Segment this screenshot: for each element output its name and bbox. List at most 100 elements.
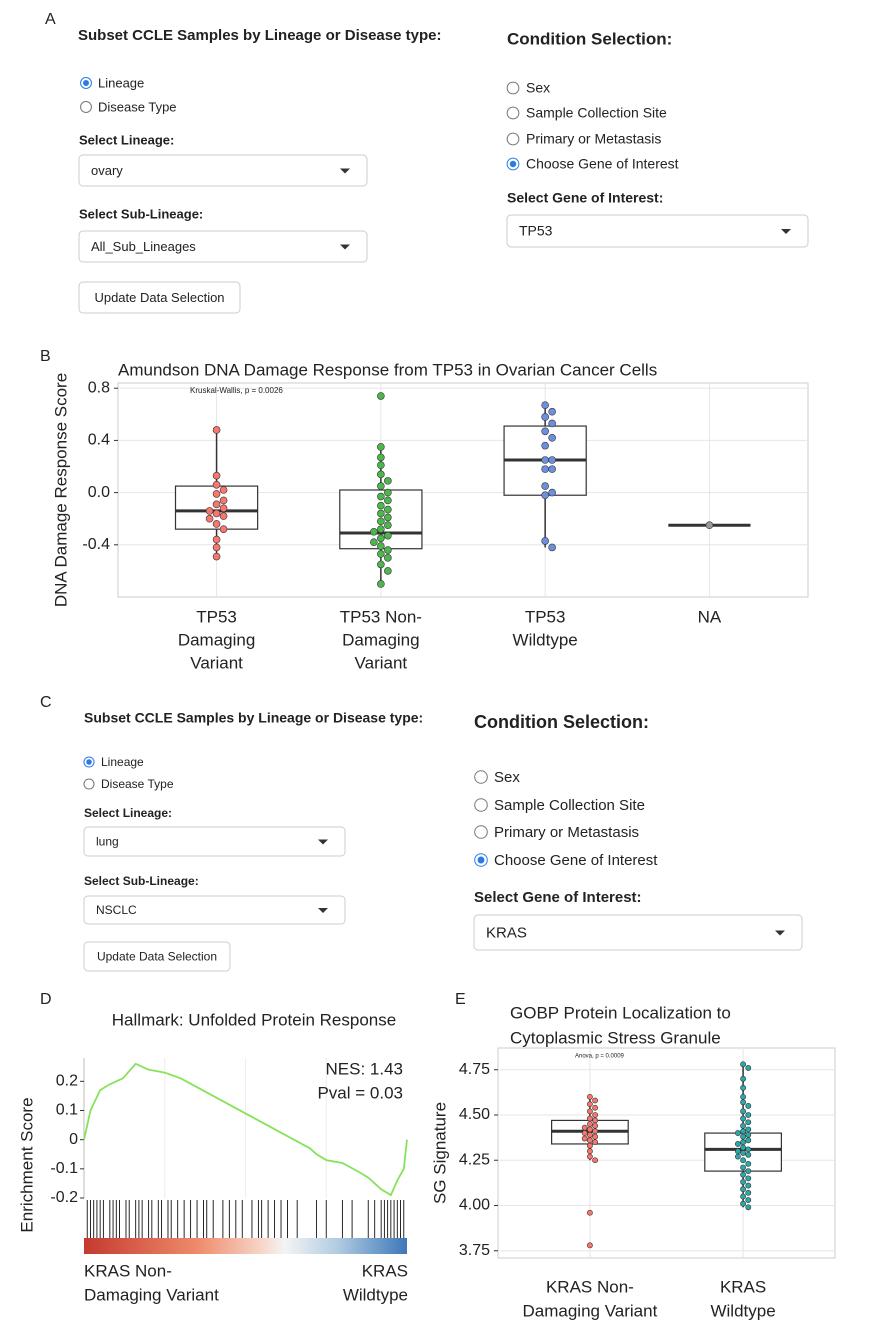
- data-point: [745, 1103, 752, 1109]
- data-point: [592, 1117, 599, 1124]
- dropdown[interactable]: [506, 214, 809, 248]
- x-label: Wildtype: [343, 1285, 408, 1304]
- radio-button[interactable]: [506, 81, 520, 95]
- dropdown-value: NSCLC: [96, 903, 137, 917]
- data-point: [548, 407, 556, 416]
- radio-label: Primary or Metastasis: [526, 131, 661, 147]
- dropdown-arrow: [318, 908, 328, 913]
- panel-label: B: [40, 348, 51, 365]
- annotation: Kruskal-Wallis, p = 0.0026: [190, 386, 283, 395]
- radio-label: Disease Type: [101, 777, 174, 791]
- data-point: [377, 525, 385, 533]
- field-label: Select Sub-Lineage:: [84, 874, 199, 888]
- data-point: [377, 392, 385, 400]
- data-point: [212, 500, 221, 509]
- x-label: Damaging Variant: [84, 1285, 219, 1304]
- data-point: [740, 1122, 746, 1129]
- dropdown-value: All_Sub_Lineages: [91, 239, 196, 254]
- data-point: [740, 1200, 746, 1207]
- y-tick-label: 0.0: [88, 484, 110, 501]
- data-point: [587, 1153, 593, 1160]
- panel-label: C: [40, 694, 52, 711]
- data-point: [740, 1099, 746, 1106]
- data-point: [745, 1204, 752, 1211]
- dropdown-arrow: [340, 168, 350, 174]
- data-point: [587, 1209, 593, 1216]
- data-point: [740, 1171, 746, 1178]
- data-point: [384, 477, 392, 485]
- radio-button[interactable]: [474, 770, 488, 784]
- data-point: [212, 509, 221, 518]
- data-point: [740, 1144, 746, 1151]
- data-point: [205, 507, 214, 515]
- plot-area: [497, 1047, 836, 1259]
- data-point: [541, 401, 549, 409]
- dropdown[interactable]: [473, 914, 803, 951]
- dropdown[interactable]: [78, 230, 368, 263]
- radio-button[interactable]: [506, 132, 520, 146]
- data-point: [592, 1139, 599, 1146]
- data-point: [205, 514, 214, 523]
- dropdown[interactable]: [83, 895, 346, 925]
- data-point: [587, 1148, 593, 1155]
- data-point: [740, 1150, 746, 1156]
- radio-button[interactable]: [474, 825, 488, 839]
- data-point: [740, 1186, 746, 1193]
- x-tick-label: Wildtype: [710, 1301, 775, 1320]
- panel-label: A: [45, 11, 56, 28]
- y-axis-label: DNA Damage Response Score: [51, 373, 70, 607]
- data-point: [548, 434, 556, 442]
- data-point: [581, 1124, 588, 1131]
- button[interactable]: [78, 281, 241, 314]
- field-label: Select Lineage:: [84, 806, 172, 820]
- y-axis-label: SG Signature: [430, 1102, 449, 1204]
- data-point: [587, 1142, 593, 1149]
- data-point: [384, 546, 392, 554]
- y-tick-label: -0.2: [50, 1189, 78, 1206]
- dropdown[interactable]: [78, 154, 368, 187]
- x-tick-label: TP53 Non-: [340, 607, 422, 626]
- data-point: [745, 1126, 752, 1133]
- radio-button[interactable]: [474, 798, 488, 812]
- button-label: Update Data Selection: [94, 290, 224, 305]
- x-tick-label: NA: [698, 607, 722, 626]
- radio-button[interactable]: [83, 778, 95, 790]
- data-point: [212, 543, 221, 552]
- data-point: [740, 1084, 746, 1091]
- radio-button[interactable]: [80, 101, 92, 113]
- data-point: [370, 538, 378, 546]
- section-title: Subset CCLE Samples by Lineage or Diseas…: [84, 710, 423, 726]
- data-point: [740, 1179, 746, 1185]
- data-point: [212, 480, 221, 489]
- y-tick-label: 4.50: [459, 1106, 490, 1123]
- x-tick-label: Wildtype: [513, 630, 578, 649]
- data-point: [377, 542, 385, 550]
- data-point: [592, 1133, 599, 1140]
- data-point: [377, 461, 385, 470]
- x-tick-label: Damaging: [342, 630, 420, 649]
- button[interactable]: [83, 941, 231, 972]
- data-point: [377, 492, 385, 501]
- data-point: [384, 521, 392, 530]
- data-point: [548, 456, 556, 464]
- y-tick-label: -0.4: [82, 536, 110, 553]
- data-point: [745, 1160, 752, 1167]
- radio-label: Sample Collection Site: [526, 105, 667, 121]
- x-tick-label: TP53: [196, 607, 237, 626]
- data-point: [219, 504, 228, 513]
- data-point: [745, 1175, 752, 1182]
- radio-label: Primary or Metastasis: [494, 824, 639, 841]
- dropdown[interactable]: [83, 826, 346, 857]
- radio-button[interactable]: [506, 106, 520, 120]
- field-label: Select Gene of Interest:: [474, 889, 642, 906]
- x-tick-label: Damaging: [178, 630, 256, 649]
- data-point: [548, 543, 556, 552]
- section-title: Condition Selection:: [474, 712, 649, 732]
- data-point: [745, 1182, 752, 1189]
- data-point: [212, 426, 221, 434]
- x-label: KRAS: [362, 1261, 408, 1280]
- data-point: [581, 1130, 588, 1136]
- data-point: [592, 1112, 599, 1118]
- data-point: [745, 1146, 752, 1153]
